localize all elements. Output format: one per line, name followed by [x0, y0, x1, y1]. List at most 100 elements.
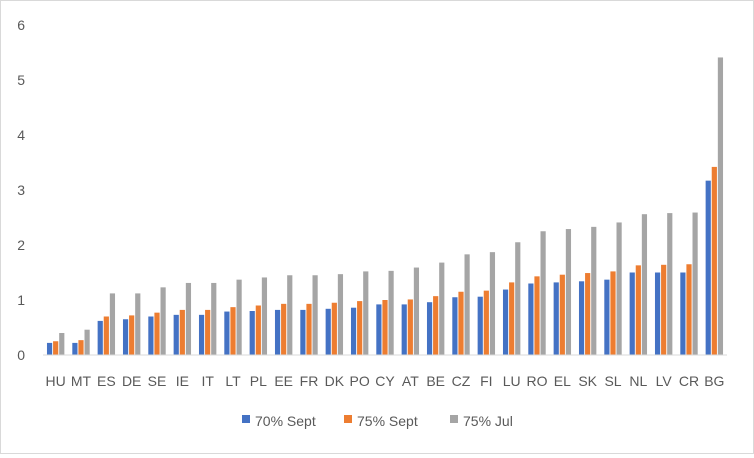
bar-FI-75-sept	[483, 290, 489, 355]
bar-SE-70-sept	[148, 316, 154, 355]
y-tick-label: 0	[17, 347, 25, 363]
x-tick-label: NL	[629, 373, 647, 389]
bar-PO-75-jul	[363, 271, 369, 355]
bar-LV-75-jul	[667, 213, 673, 355]
bar-SK-75-jul	[591, 226, 597, 355]
bar-CY-75-jul	[388, 270, 394, 355]
bar-SE-75-jul	[160, 287, 166, 355]
bar-FR-75-jul	[312, 275, 318, 355]
x-tick-label: PO	[350, 373, 370, 389]
bar-MT-70-sept	[72, 342, 78, 355]
bar-PO-70-sept	[350, 307, 357, 355]
bar-FI-70-sept	[477, 296, 483, 355]
bar-FR-75-sept	[306, 303, 312, 355]
bar-EL-75-sept	[559, 274, 565, 355]
legend-swatch	[344, 415, 352, 423]
bar-PL-75-jul	[261, 277, 268, 355]
bar-AT-75-sept	[407, 299, 413, 355]
bar-BE-70-sept	[426, 302, 433, 355]
x-tick-label: RO	[527, 373, 548, 389]
bar-DK-70-sept	[325, 308, 331, 355]
legend-label: 70% Sept	[255, 413, 316, 429]
bar-BG-70-sept	[705, 180, 711, 355]
x-axis-ticks: HU MT ES DE SE IE IT LT PL EE FR DK PO CY AT BE CZ FI LU RO…	[46, 373, 725, 389]
bar-IE-75-jul	[185, 282, 192, 355]
x-tick-label: CZ	[452, 373, 471, 389]
x-tick-label: DK	[325, 373, 345, 389]
x-tick-label: HU	[46, 373, 66, 389]
bar-PL-70-sept	[249, 311, 255, 355]
bar-BG-75-jul	[717, 57, 724, 355]
bar-RO-75-jul	[540, 231, 546, 355]
bar-EE-75-jul	[287, 275, 293, 355]
bar-DK-75-jul	[337, 274, 344, 355]
bar-CZ-70-sept	[452, 297, 458, 355]
x-tick-label: IE	[176, 373, 189, 389]
x-tick-label: SE	[148, 373, 167, 389]
bar-IE-70-sept	[173, 314, 179, 355]
bar-LT-75-jul	[236, 279, 242, 355]
x-tick-label: MT	[71, 373, 92, 389]
bar-SE-75-sept	[154, 312, 160, 355]
legend-swatch	[450, 415, 458, 423]
bar-ES-70-sept	[97, 320, 103, 355]
bar-FR-70-sept	[300, 309, 306, 355]
bar-FI-75-jul	[489, 252, 496, 355]
bar-BE-75-sept	[433, 296, 439, 355]
bar-RO-75-sept	[534, 276, 540, 355]
bar-IT-70-sept	[198, 314, 205, 355]
bar-BG-75-sept	[711, 166, 717, 355]
x-tick-label: LT	[225, 373, 241, 389]
bar-CR-75-sept	[686, 264, 692, 355]
bar-DE-75-jul	[135, 293, 141, 355]
bar-MT-75-jul	[84, 329, 90, 355]
y-tick-label: 6	[17, 17, 25, 33]
bar-NL-75-sept	[635, 265, 641, 355]
x-tick-label: EE	[274, 373, 293, 389]
bar-CZ-75-jul	[464, 254, 470, 355]
x-tick-label: BG	[704, 373, 724, 389]
bar-MT-75-sept	[78, 340, 84, 355]
bar-PL-75-sept	[255, 305, 261, 355]
bar-PO-75-sept	[357, 301, 363, 355]
x-tick-label: IT	[201, 373, 214, 389]
bar-LU-70-sept	[502, 289, 509, 355]
bar-DE-70-sept	[122, 319, 129, 355]
x-tick-label: LU	[503, 373, 521, 389]
bar-NL-75-jul	[641, 214, 648, 355]
bar-EE-70-sept	[274, 309, 281, 355]
bar-SK-75-sept	[585, 273, 591, 355]
bar-DE-75-sept	[129, 315, 135, 355]
bar-DK-75-sept	[331, 302, 337, 355]
y-tick-label: 4	[17, 127, 25, 143]
x-tick-label: BE	[426, 373, 445, 389]
x-tick-label: FR	[300, 373, 319, 389]
bar-IT-75-jul	[211, 282, 217, 355]
bar-CR-75-jul	[692, 212, 698, 355]
bar-EL-75-jul	[565, 229, 572, 355]
x-tick-label: SL	[604, 373, 621, 389]
bar-IE-75-sept	[179, 309, 185, 355]
bar-AT-75-jul	[413, 267, 420, 355]
y-tick-label: 5	[17, 72, 25, 88]
y-axis-ticks: 0 1 2 3 4 5 6	[17, 17, 25, 363]
bar-AT-70-sept	[401, 304, 407, 355]
x-tick-label: EL	[554, 373, 571, 389]
bar-SL-75-sept	[610, 271, 616, 355]
bar-RO-70-sept	[528, 283, 534, 355]
bar-LU-75-jul	[515, 242, 521, 355]
bar-NL-70-sept	[629, 272, 635, 355]
bar-EE-75-sept	[281, 303, 287, 355]
y-tick-label: 3	[17, 182, 25, 198]
x-tick-label: SK	[578, 373, 597, 389]
bar-IT-75-sept	[205, 309, 211, 355]
bar-CY-70-sept	[376, 304, 382, 355]
bar-HU-70-sept	[46, 342, 53, 355]
bar-LV-70-sept	[654, 272, 661, 355]
bar-HU-75-sept	[53, 341, 59, 355]
bars	[46, 57, 724, 355]
x-tick-label: CR	[679, 373, 699, 389]
legend: 70% Sept 75% Sept 75% Jul	[242, 413, 513, 429]
bar-ES-75-sept	[103, 316, 109, 355]
x-tick-label: AT	[402, 373, 419, 389]
